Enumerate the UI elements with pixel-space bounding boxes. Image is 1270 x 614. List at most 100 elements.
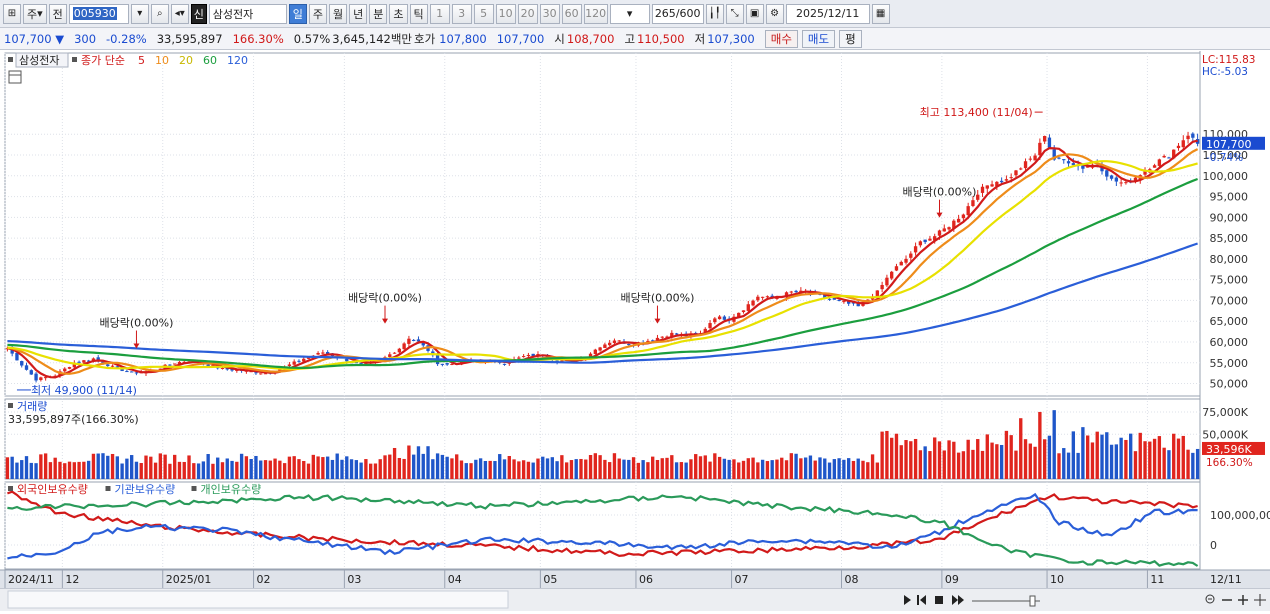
code-input[interactable]: 005930 [68,3,129,24]
candle-body [206,364,210,366]
period-second-button[interactable]: 초 [389,3,408,24]
legend-marker [105,486,111,491]
volume-bar [1114,444,1119,479]
volume-bar [1004,430,1009,479]
zoom-out-icon[interactable] [1205,594,1215,604]
candle-body [1157,159,1162,166]
candle-body [1172,149,1176,159]
calendar-icon[interactable]: ▦ [871,3,890,24]
high-label: 고 [624,31,636,46]
interval-60-button[interactable]: 60 [561,3,582,24]
candle-body [24,365,29,370]
legend-ma-5: 5 [138,54,145,67]
holdings-line [7,492,1198,560]
chart-window-icon[interactable]: ⊞ [3,3,21,24]
fast-forward-icon[interactable] [952,595,964,605]
candle-body [674,333,679,335]
period-tick-button[interactable]: 틱 [409,3,428,24]
save-icon[interactable]: ▣ [745,3,764,24]
rewind-icon[interactable] [917,595,926,605]
period-year-button[interactable]: 년 [349,3,368,24]
interval-input[interactable]: ▾ [609,3,650,24]
period-day-button[interactable]: 일 [288,3,307,24]
volume-bar [259,460,263,479]
draw-tool-icon[interactable]: ⤡ [725,3,744,24]
volume-bar [483,460,488,479]
volume-bar [15,462,19,479]
gear-icon[interactable]: ⚙ [765,3,784,24]
interval-1-button[interactable]: 1 [429,3,450,24]
candle-body [670,332,674,337]
interval-3-button[interactable]: 3 [451,3,472,24]
candle-icon[interactable]: ╽╿ [705,3,724,24]
volume-bar [435,453,440,479]
high-price: 110,500 [637,31,685,46]
volume-bar [340,459,344,479]
candle-body [110,365,115,367]
x-tick-label: 12 [65,573,79,586]
volume-bar [756,462,760,479]
stop-icon[interactable] [935,596,943,604]
volume-bar [474,459,478,479]
volume-bar [225,458,229,479]
candle-body [741,310,746,313]
candle-body [947,227,951,230]
volume-bar [784,460,789,479]
buy-button[interactable]: 매수 [764,29,798,48]
count-input[interactable]: 265/600 [651,3,704,24]
volume-bar [584,459,588,479]
stock-chart[interactable]: 50,000 55,000 60,000 65,000 70,000 75,000 80,0… [0,51,1270,588]
volume-bar [1019,418,1023,479]
search-icon[interactable]: ⌕ [150,3,169,24]
interval-5-button[interactable]: 5 [473,3,494,24]
speaker-icon[interactable]: ◂▾ [170,3,189,24]
period-week-button[interactable]: 주 [308,3,328,24]
volume-bar [239,453,244,479]
play-icon[interactable] [904,595,911,605]
volume-bar [952,441,956,479]
volume-bar [1138,432,1142,479]
candle-body [842,301,846,303]
volume-bar [827,462,832,479]
lc-label: LC:115.83 [1202,54,1255,66]
plus-icon[interactable] [1238,595,1248,605]
interval-30-button[interactable]: 30 [539,3,560,24]
date-input[interactable]: 2025/12/11 [785,3,870,24]
period-minute-button[interactable]: 분 [369,3,388,24]
candle-body [1119,182,1123,184]
volume-bar [349,459,354,479]
interval-120-button[interactable]: 120 [583,3,608,24]
volume-bar [780,457,784,479]
volume-bar [971,449,975,479]
type-select-2[interactable]: 전 [48,3,67,24]
volume-bar [1076,452,1080,479]
volume-bar [120,463,124,479]
candle-body [77,361,81,363]
candle-body [832,297,837,300]
candle-body [985,185,989,189]
scroll-slider[interactable] [972,595,1040,607]
volume-bar [818,457,822,479]
volume-bar [760,459,765,479]
period-month-button[interactable]: 월 [329,3,348,24]
candle-body [345,358,349,362]
code-input-value: 005930 [72,7,117,20]
interval-20-button[interactable]: 20 [517,3,538,24]
volume-bar [407,445,411,479]
sell-button[interactable]: 매도 [801,29,836,48]
type-select[interactable]: 주 ▾ [23,3,47,24]
volume-bar [512,459,516,479]
interval-10-button[interactable]: 10 [495,3,516,24]
holdings-tick-label: 100,000,00 [1210,509,1270,522]
volume-bar [603,459,607,479]
volume-bar [526,461,531,479]
current-price-value: 107,700 [4,31,52,46]
eval-button[interactable]: 평 [839,29,862,48]
legend-marker [8,403,13,408]
candle-body [259,373,263,375]
current-price-label: 107,700 [1206,138,1252,151]
x-axis: 2024/11 12 2025/01 02 03 04 05 06 07 08 09 10 11 12/1… [4,570,1242,588]
candle-body [904,258,908,263]
arrows-icon[interactable] [1254,594,1266,606]
code-dropdown-icon[interactable]: ▾ [130,3,149,24]
